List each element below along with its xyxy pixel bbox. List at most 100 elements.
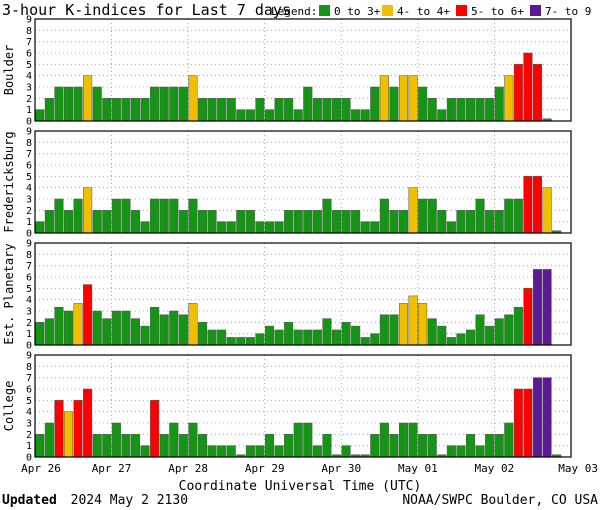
k-index-bar (293, 210, 303, 234)
k-index-bar (293, 329, 303, 346)
k-index-bar (427, 98, 437, 122)
panel-label: Boulder (2, 45, 16, 96)
k-index-bar (532, 64, 543, 122)
legend-swatch (319, 5, 330, 16)
k-index-bar (504, 314, 514, 346)
k-index-bar (322, 318, 332, 346)
k-index-bar (35, 434, 45, 458)
x-tick-label: May 02 (475, 462, 515, 475)
k-index-bar (197, 434, 208, 458)
k-index-bar (73, 400, 83, 458)
k-index-bar (312, 445, 322, 458)
k-index-bar (226, 337, 236, 346)
k-index-bar (44, 318, 54, 346)
panel-label: Fredericksburg (2, 131, 16, 232)
k-index-bar (73, 303, 83, 346)
k-index-bar (130, 210, 141, 234)
k-index-bar (264, 221, 275, 234)
k-index-bar (485, 434, 495, 458)
y-tick-label: 3 (26, 195, 32, 206)
legend-entry: 7- to 9 (545, 5, 591, 18)
k-index-bar (217, 98, 227, 122)
k-index-bar (217, 445, 227, 458)
k-index-bar (398, 303, 409, 346)
k-index-bar (379, 314, 389, 346)
k-index-bar (532, 269, 543, 346)
k-index-bar (494, 318, 504, 346)
k-index-bar (446, 337, 456, 346)
k-index-bar (513, 198, 523, 234)
k-index-bar (360, 221, 370, 234)
k-index-bar (102, 318, 112, 346)
k-index-bar (83, 388, 93, 458)
y-tick-label: 7 (26, 373, 32, 384)
k-index-bar (341, 445, 351, 458)
k-index-bar (102, 434, 112, 458)
y-tick-label: 9 (26, 127, 32, 138)
x-tick-label: Apr 29 (245, 462, 285, 475)
y-tick-label: 6 (26, 273, 32, 284)
k-index-bar (284, 98, 294, 122)
k-index-bar (475, 98, 485, 122)
k-index-bar (437, 325, 447, 346)
k-index-bar (523, 52, 533, 122)
k-index-bar (92, 210, 102, 234)
k-index-bar (111, 98, 121, 122)
k-index-bar (255, 445, 265, 458)
k-index-bar (197, 322, 208, 346)
y-tick-label: 0 (26, 229, 32, 240)
x-tick-label: Apr 26 (21, 462, 61, 475)
k-index-bar (245, 337, 255, 346)
legend: Legend: 0 to 3+ 4- to 4+ 5- to 6+ 7- to 9 (271, 5, 591, 18)
panel-frame (34, 354, 572, 458)
k-index-bar (370, 333, 380, 346)
k-index-bar (523, 288, 533, 346)
k-index-bar (73, 198, 83, 234)
k-index-bar (54, 86, 64, 122)
k-index-bar (485, 325, 495, 346)
y-tick-label: 8 (26, 26, 32, 37)
k-index-bar (63, 310, 74, 346)
k-index-bar (303, 210, 313, 234)
k-index-bar (92, 310, 102, 346)
k-index-bar (274, 329, 284, 346)
k-index-bar (54, 400, 64, 458)
y-tick-label: 8 (26, 362, 32, 373)
y-tick-label: 6 (26, 385, 32, 396)
k-index-bar (111, 198, 121, 234)
y-tick-label: 0 (26, 117, 32, 128)
k-index-bar (130, 318, 141, 346)
y-tick-label: 4 (26, 407, 32, 418)
y-tick-label: 1 (26, 441, 32, 452)
k-index-bar (207, 445, 217, 458)
k-index-bar (331, 98, 342, 122)
legend-entry: 0 to 3+ (334, 5, 381, 18)
updated-label: Updated (2, 493, 57, 508)
k-index-bar (197, 98, 208, 122)
k-index-bar (255, 221, 265, 234)
footer-updated: Updated 2024 May 2 2130 (2, 493, 188, 508)
k-index-bar (485, 98, 495, 122)
k-index-bar (351, 109, 361, 122)
k-index-bar (475, 445, 485, 458)
y-tick-label: 4 (26, 71, 32, 82)
k-index-bar (542, 377, 552, 458)
k-index-bar (83, 75, 93, 122)
k-index-bar (83, 284, 93, 346)
k-index-bar (542, 269, 552, 346)
k-index-bar (379, 422, 389, 458)
k-index-bar (456, 445, 466, 458)
k-index-bar (226, 445, 236, 458)
panel-frame (34, 18, 572, 122)
k-index-bar (284, 434, 294, 458)
k-index-bar (169, 86, 179, 122)
k-index-bar (217, 329, 227, 346)
k-index-bar (140, 445, 150, 458)
k-index-bar (102, 98, 112, 122)
k-index-bar (159, 314, 169, 346)
k-index-bar (322, 198, 332, 234)
legend-entry: 4- to 4+ (397, 5, 450, 18)
y-tick-label: 7 (26, 149, 32, 160)
k-index-bar (494, 434, 504, 458)
